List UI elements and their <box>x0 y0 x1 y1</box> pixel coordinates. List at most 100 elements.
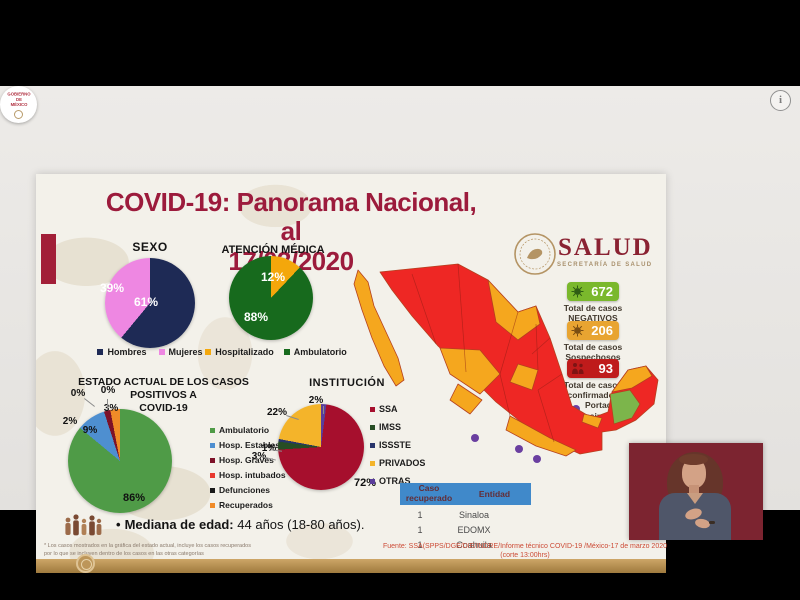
legend-item: Ambulatorio <box>210 425 286 435</box>
footnote-line1: * Los casos mostrados en la gráfica del … <box>44 543 251 549</box>
interpreter-hair-fringe <box>679 454 708 465</box>
legend-label: SSA <box>379 404 398 414</box>
legend-label: Ambulatorio <box>219 425 270 435</box>
confirmados-stat-label: Total de casos confirmados <box>547 380 639 400</box>
legend-label: Hosp. intubados <box>219 470 286 480</box>
table-header: Caso recuperado Entidad <box>400 483 531 505</box>
footnote-line2: por lo que se incluyen dentro de los cas… <box>44 551 204 558</box>
legend-swatch <box>370 406 375 412</box>
source-line2: (corte 13:00hrs) <box>500 551 550 559</box>
legend-label: IMSS <box>379 422 402 432</box>
confirmados-count: 93 <box>598 361 613 376</box>
table-cell: Sinaloa <box>458 510 490 520</box>
gold-footer-bar <box>36 559 666 573</box>
leader-line <box>323 406 324 414</box>
median-age-label: Mediana de edad: <box>124 517 234 532</box>
legend-swatch <box>370 442 375 448</box>
institucion-issste-value: 1% <box>261 443 277 454</box>
estado-pie-chart <box>68 409 172 513</box>
legend-label: Ambulatorio <box>293 347 347 357</box>
table-header-entidad: Entidad <box>478 489 511 499</box>
estado-defunciones-value: 0% <box>100 385 116 396</box>
source-line1: Fuente: SSA(SPPS/DGE/DIE/INDRE/Informe t… <box>383 543 667 550</box>
legend-swatch <box>205 349 212 355</box>
legend-item: ISSSTE <box>370 440 425 450</box>
institucion-imss-value: 3% <box>251 451 267 462</box>
legend-item: Hosp. Estables <box>210 440 286 450</box>
sexo-pie-chart <box>105 258 195 348</box>
legend-item: Hosp. intubados <box>210 470 286 480</box>
legend-swatch <box>210 442 215 448</box>
median-age-value: 44 años (18-80 años). <box>237 517 365 532</box>
interpreter-watch <box>709 521 715 524</box>
legend-swatch <box>370 478 375 484</box>
legend-item: SSA <box>370 404 425 414</box>
median-age-line: • Mediana de edad: 44 años (18-80 años). <box>112 517 412 532</box>
institucion-otras-value: 2% <box>308 395 324 406</box>
legend-swatch <box>210 427 215 433</box>
legend-swatch <box>158 349 165 355</box>
people-icon <box>572 363 584 374</box>
sospechosos-stat-pill: 206 <box>567 321 619 340</box>
table-row: 1 Sinaloa <box>400 510 531 520</box>
legend-item: PRIVADOS <box>370 458 425 468</box>
estado-chart-title-line2: COVID-19 <box>139 402 188 415</box>
estado-graves-value: 2% <box>62 416 78 427</box>
atencion-pie-chart <box>229 256 313 340</box>
table-cell: 1 <box>417 510 423 520</box>
leader-line <box>107 399 108 410</box>
footer-seal-icon <box>76 554 95 573</box>
legend-swatch <box>210 457 215 463</box>
institucion-pie-chart <box>278 404 364 490</box>
people-group-icon <box>65 514 102 536</box>
gobierno-de-mexico-badge: GOBIERNO DE MÉXICO <box>0 86 37 123</box>
badge-text-line2: MÉXICO <box>10 102 27 108</box>
interpreter-neckline <box>687 493 703 504</box>
sign-language-interpreter <box>629 443 763 540</box>
player-info-button[interactable]: i <box>770 90 791 111</box>
legend-swatch <box>283 349 290 355</box>
recovered-cases-table: Caso recuperado Entidad 1 Sinaloa 1 EDOM… <box>400 483 531 550</box>
legend-item: Defunciones <box>210 485 286 495</box>
sexo-chart-title: SEXO <box>132 240 168 254</box>
estado-chart-title: ESTADO ACTUAL DE LOS CASOS POSITIVOS A C… <box>56 376 271 415</box>
stat-label-line1: Total de casos <box>563 342 623 352</box>
sexo-legend: Hombres Mujeres <box>75 347 225 357</box>
salud-eagle-seal-icon <box>514 233 556 275</box>
estado-legend: Ambulatorio Hosp. Estables Hosp. Graves … <box>210 425 286 510</box>
legend-swatch <box>370 460 375 466</box>
legend-item-ambulatorio: Ambulatorio <box>283 347 347 357</box>
legend-item: Recuperados <box>210 500 286 510</box>
footnote: * Los casos mostrados en la gráfica del … <box>44 542 324 559</box>
legend-label: Mujeres <box>168 347 203 357</box>
legend-item-mujeres: Mujeres <box>158 347 203 357</box>
estado-chart-title-line1: ESTADO ACTUAL DE LOS CASOS POSITIVOS A <box>78 376 249 402</box>
legend-label: Recuperados <box>219 500 273 510</box>
stat-label-line2: Sospechosos <box>565 352 621 363</box>
stat-label-line2: confirmados <box>567 390 619 401</box>
badge-text: GOBIERNO DE MÉXICO <box>4 92 33 107</box>
negativos-stat-pill: 672 <box>567 282 619 301</box>
video-frame[interactable]: COVID-19: Panorama Nacional, al 17/03/20… <box>0 86 800 573</box>
table-row: 1 EDOMX <box>400 525 531 535</box>
table-cell: EDOMX <box>457 525 491 535</box>
legend-label: Hospitalizado <box>215 347 274 357</box>
bullet: • <box>116 517 121 532</box>
estado-intubados-value: 0% <box>70 388 86 399</box>
confirmados-stat-pill: 93 <box>567 359 619 378</box>
institucion-privados-value: 22% <box>266 407 287 418</box>
legend-swatch <box>210 502 215 508</box>
virus-icon <box>571 285 584 298</box>
interpreter-neck <box>689 485 699 495</box>
estado-recuperados-value: 3% <box>103 403 119 414</box>
sospechosos-count: 206 <box>591 323 613 338</box>
atencion-legend: Hospitalizado Ambulatorio <box>191 347 361 357</box>
legend-swatch <box>210 487 215 493</box>
legend-label: ISSSTE <box>379 440 412 450</box>
badge-text-line1: GOBIERNO DE <box>6 91 31 103</box>
table-header-caso: Caso recuperado <box>405 483 453 503</box>
atencion-chart-title: ATENCIÓN MÉDICA <box>221 244 325 256</box>
legend-label: Defunciones <box>219 485 271 495</box>
legend-swatch <box>97 349 104 355</box>
